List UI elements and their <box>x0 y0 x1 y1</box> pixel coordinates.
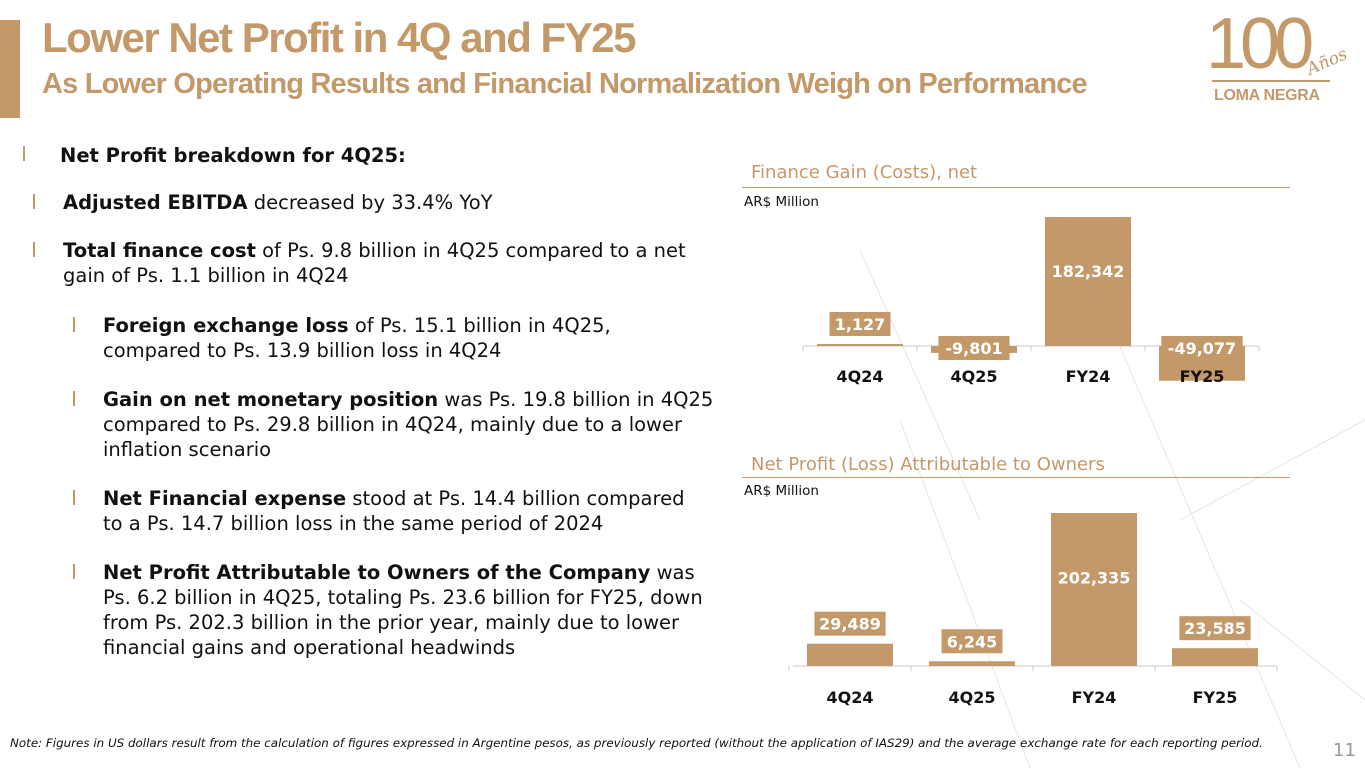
chart1-label-box-4q25 <box>938 336 1010 360</box>
chart2-data-label-fy24: 202,335 <box>1058 568 1131 587</box>
chart1-title-rule <box>742 187 1290 188</box>
chart1-data-label-fy25: -49,077 <box>1168 339 1236 358</box>
page-subtitle: As Lower Operating Results and Financial… <box>42 68 1088 100</box>
chart2-title-rule <box>742 477 1290 478</box>
logo-number: 100 <box>1206 4 1314 84</box>
bullet-marker <box>23 146 25 161</box>
chart1-label-box-4q24 <box>829 312 891 336</box>
bullet-marker <box>33 242 35 257</box>
chart2-unit: AR$ Million <box>744 483 819 499</box>
bullet-ebitda: Adjusted EBITDA decreased by 33.4% YoY <box>63 191 493 214</box>
bullet-heading: Net Profit breakdown for 4Q25: <box>60 144 406 167</box>
chart2-data-label-fy25: 23,585 <box>1184 619 1246 638</box>
chart2-label-box-fy25 <box>1179 616 1251 641</box>
chart1-category-label-4q24: 4Q24 <box>837 367 884 386</box>
chart1-title: Finance Gain (Costs), net <box>751 162 978 183</box>
chart2-bar-4q25 <box>929 661 1015 666</box>
footnote: Note: Figures in US dollars result from … <box>10 736 1263 750</box>
company-logo: 100 Años LOMA NEGRA <box>1200 8 1360 108</box>
bullet-marker <box>73 317 75 332</box>
chart1-label-box-fy25 <box>1161 336 1243 360</box>
chart1-category-label-fy24: FY24 <box>1066 367 1111 386</box>
bullet-financial-expense: Net Financial expense stood at Ps. 14.4 … <box>103 487 685 535</box>
title-accent-bar <box>0 20 20 118</box>
chart2-label-box-4q25 <box>941 629 1003 654</box>
chart1-category-label-fy25: FY25 <box>1180 367 1225 386</box>
chart1-label-box-fy24 <box>1047 259 1129 284</box>
chart2-category-label-fy25: FY25 <box>1193 688 1238 707</box>
bullet-monetary-position: Gain on net monetary position was Ps. 19… <box>103 388 714 461</box>
bullet-net-profit: Net Profit Attributable to Owners of the… <box>103 561 703 659</box>
chart1-data-label-fy24: 182,342 <box>1052 262 1125 281</box>
page-number: 11 <box>1333 740 1356 761</box>
page-title: Lower Net Profit in 4Q and FY25 <box>42 14 636 61</box>
chart2-label-box-4q24 <box>814 611 886 636</box>
chart2-bar-fy25 <box>1172 648 1258 666</box>
chart1-category-label-4q25: 4Q25 <box>951 367 998 386</box>
bullet-marker <box>73 391 75 406</box>
chart2-category-label-4q25: 4Q25 <box>949 688 996 707</box>
chart2-bar-4q24 <box>807 643 893 666</box>
bullet-marker <box>73 564 75 579</box>
chart2-title: Net Profit (Loss) Attributable to Owners <box>751 454 1105 475</box>
chart2-data-label-4q24: 29,489 <box>819 615 881 634</box>
chart2-category-label-4q24: 4Q24 <box>827 688 874 707</box>
chart1-unit: AR$ Million <box>744 194 819 210</box>
chart1-bar-4q24 <box>817 344 903 346</box>
bullet-marker <box>33 194 35 209</box>
bullet-fx-loss: Foreign exchange loss of Ps. 15.1 billio… <box>103 314 611 362</box>
chart2-data-label-4q25: 6,245 <box>947 632 998 651</box>
chart1-data-label-4q24: 1,127 <box>835 315 886 334</box>
logo-name: LOMA NEGRA <box>1214 87 1320 104</box>
bullet-marker <box>73 490 75 505</box>
chart1-data-label-4q25: -9,801 <box>945 339 1002 358</box>
chart2-bar-fy24 <box>1051 513 1137 666</box>
bullet-finance-cost: Total finance cost of Ps. 9.8 billion in… <box>63 239 686 287</box>
chart2-category-label-fy24: FY24 <box>1072 688 1117 707</box>
chart2-label-box-fy24 <box>1053 565 1135 590</box>
logo-divider <box>1212 80 1330 82</box>
